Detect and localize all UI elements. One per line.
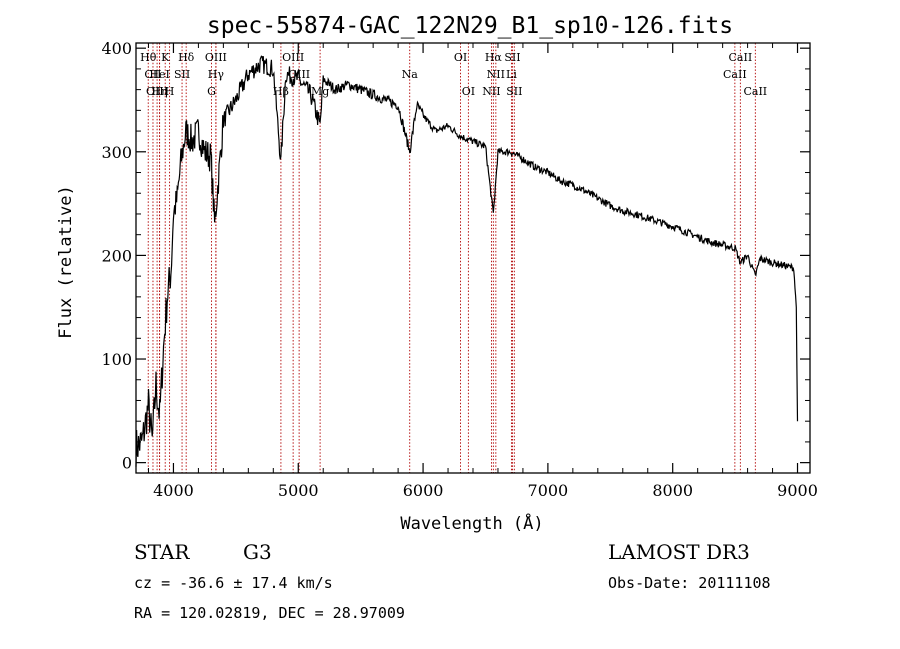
y-tick-label: 200 <box>101 246 132 265</box>
line-label: Na <box>402 68 419 81</box>
emission-line-labels: HθCIIOIIIHeIHηKHSIIHδGOIIIHγHβOIIIOIIIMg… <box>140 51 767 98</box>
x-tick-label: 8000 <box>652 481 693 500</box>
axis-ticks <box>136 43 810 473</box>
sky-coordinates: RA = 120.02819, DEC = 28.97009 <box>134 604 405 622</box>
y-tick-label: 0 <box>122 454 132 473</box>
line-label: NII <box>482 85 500 98</box>
line-label: NII <box>487 68 505 81</box>
line-label: Li <box>506 68 517 81</box>
x-tick-label: 6000 <box>403 481 444 500</box>
x-axis-label: Wavelength (Å) <box>400 512 543 534</box>
line-label: SII <box>506 85 522 98</box>
line-label: SII <box>504 51 520 64</box>
observation-date: Obs-Date: 20111108 <box>608 574 771 592</box>
y-tick-label: 400 <box>101 39 132 58</box>
line-label: Hθ <box>140 51 157 64</box>
line-label: OIII <box>282 51 304 64</box>
survey-name: LAMOST DR3 <box>608 540 750 564</box>
plot-frame <box>135 42 811 474</box>
line-label: CaII <box>743 85 767 98</box>
line-label: Hα <box>485 51 503 64</box>
line-label: CaII <box>723 68 747 81</box>
y-axis-label: Flux (relative) <box>56 185 76 339</box>
y-tick-label: 100 <box>101 350 132 369</box>
line-label: OI <box>462 85 475 98</box>
spectrum-series <box>135 55 799 467</box>
x-tick-label: 7000 <box>528 481 569 500</box>
line-label: Hδ <box>178 51 195 64</box>
line-label: SII <box>174 68 190 81</box>
x-tick-label: 9000 <box>777 481 818 500</box>
line-label: CII <box>144 68 161 81</box>
line-label: HeI <box>149 68 169 81</box>
line-label: G <box>207 85 216 98</box>
line-label: Hγ <box>208 68 225 81</box>
object-subclass: G3 <box>243 540 272 564</box>
line-label: CaII <box>729 51 753 64</box>
line-label: OIII <box>146 85 168 98</box>
line-label: OIII <box>205 51 227 64</box>
axis-tick-labels: 4000 5000 6000 7000 8000 9000 0 100 200 300 400 <box>101 39 817 500</box>
emission-line-markers <box>147 43 756 473</box>
object-class: STAR <box>134 540 190 564</box>
x-tick-label: 5000 <box>278 481 319 500</box>
line-label: Mg <box>311 85 329 98</box>
x-tick-label: 4000 <box>153 481 194 500</box>
redshift-velocity: cz = -36.6 ± 17.4 km/s <box>134 574 333 592</box>
line-label: OI <box>454 51 467 64</box>
chart-title: spec-55874-GAC_122N29_B1_sp10-126.fits <box>207 13 733 39</box>
line-label: Hη <box>151 85 167 98</box>
line-label: K <box>161 51 170 64</box>
line-label: H <box>165 85 175 98</box>
y-tick-label: 300 <box>101 143 132 162</box>
